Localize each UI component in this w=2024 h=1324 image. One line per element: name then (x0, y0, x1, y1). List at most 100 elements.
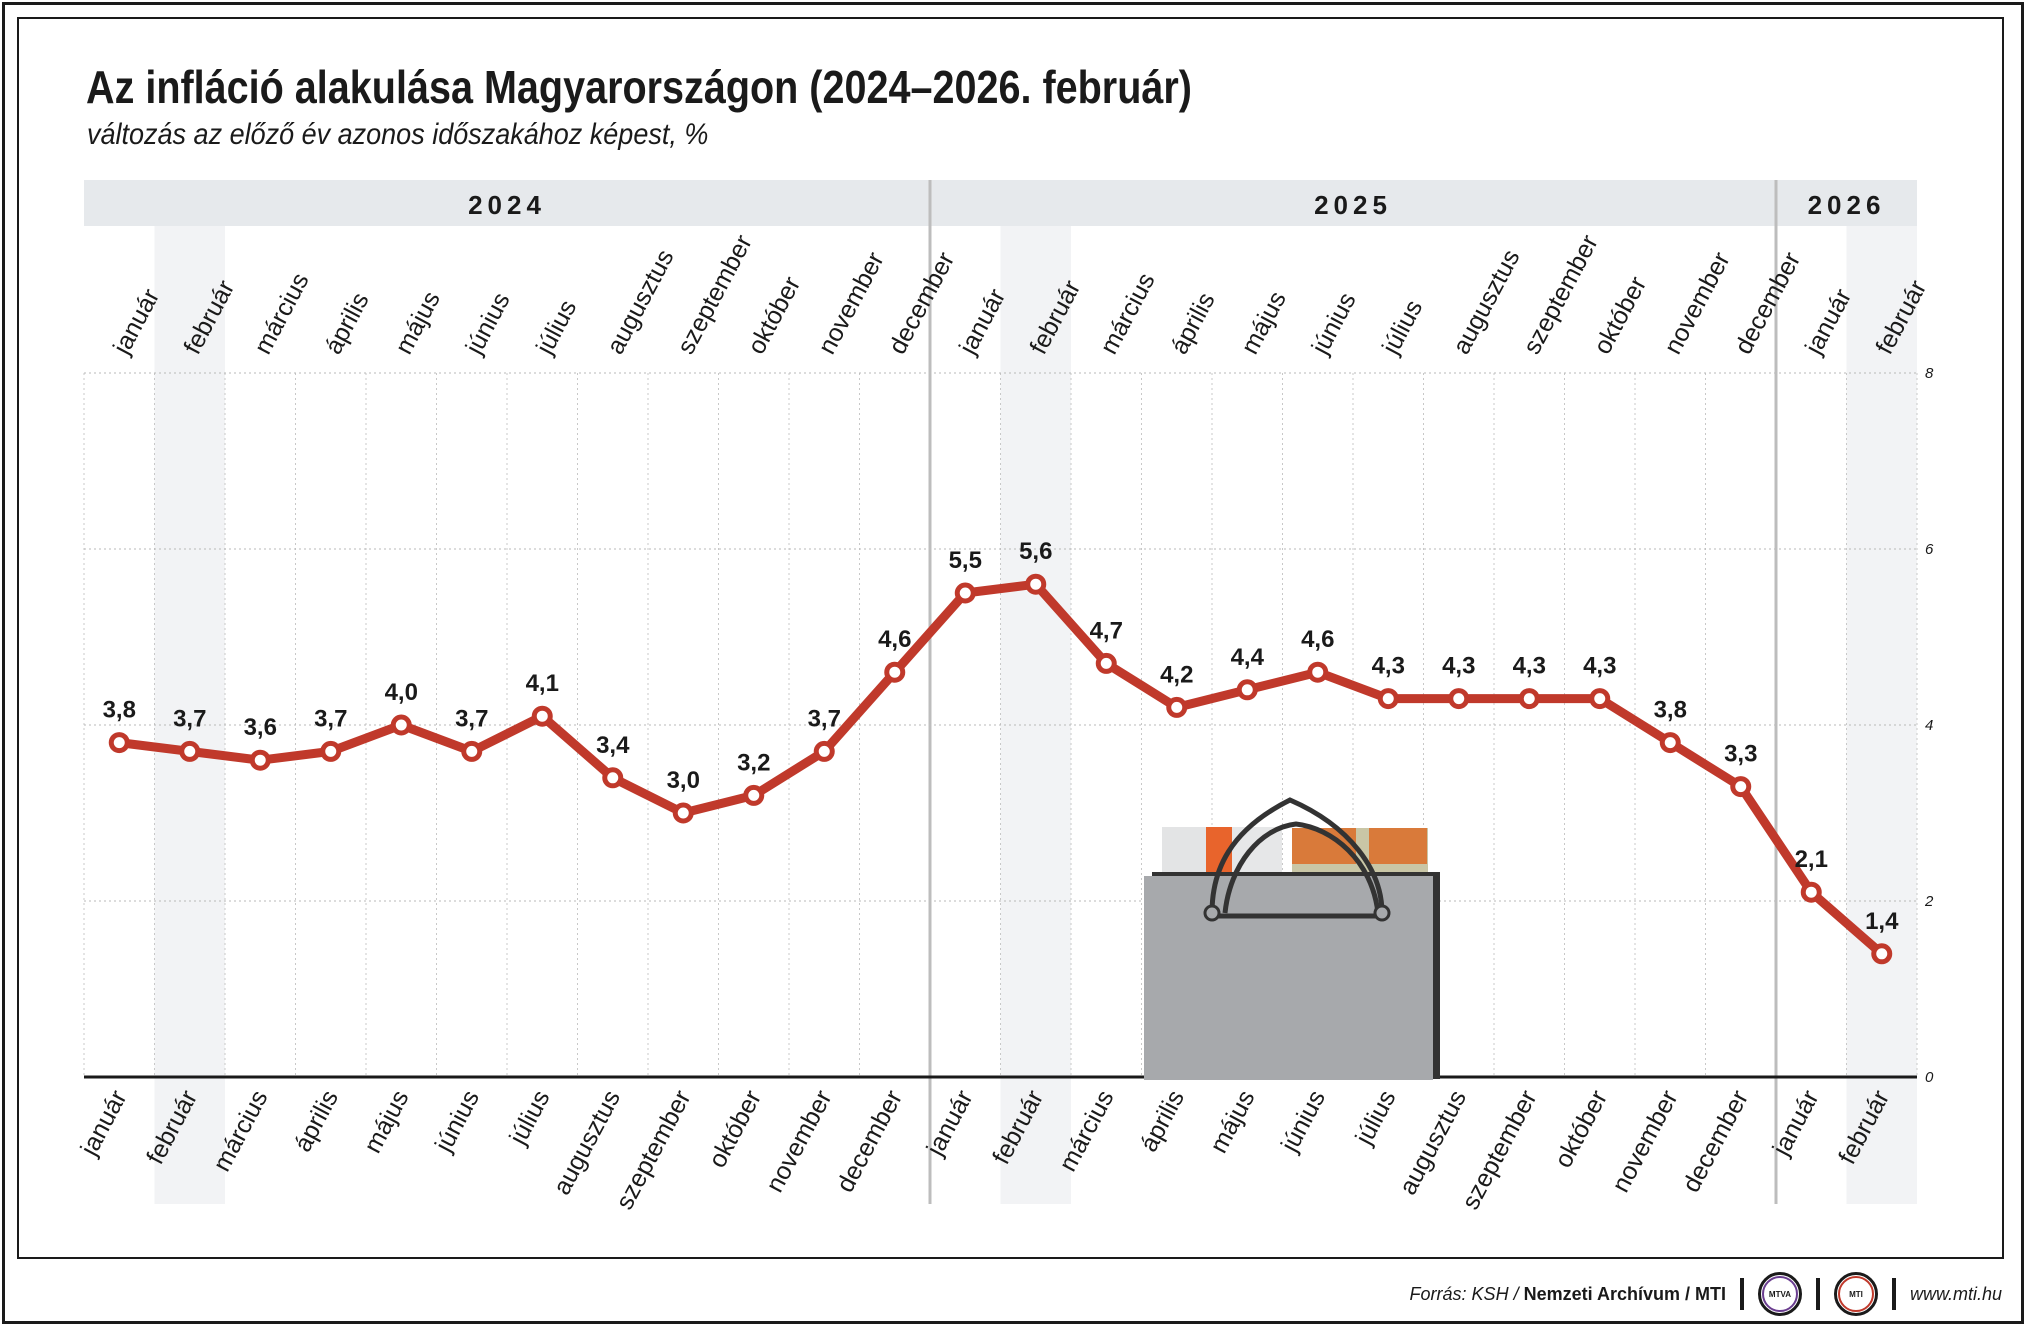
data-value-label: 3,6 (244, 714, 277, 741)
data-value-label: 4,6 (1301, 626, 1334, 653)
month-label-top: március (249, 268, 315, 358)
month-label-bottom: október (1549, 1086, 1613, 1173)
data-point-marker (249, 749, 271, 771)
month-label-top: július (530, 295, 582, 359)
month-label-top: április (319, 288, 374, 359)
chart-line-layer (108, 573, 1893, 965)
shopping-bag-illustration (1144, 797, 1440, 1080)
year-label: 2024 (468, 190, 546, 220)
month-label-bottom: április (289, 1086, 344, 1157)
data-value-label: 3,4 (596, 732, 630, 759)
data-point-marker (1589, 688, 1611, 710)
mti-logo: MTI (1833, 1272, 1878, 1316)
shopping-bag-icon (1144, 797, 1440, 1080)
data-value-label: 3,0 (667, 767, 700, 794)
data-value-label: 3,8 (1654, 697, 1687, 724)
month-label-bottom: június (429, 1086, 485, 1158)
month-label-bottom: december (1677, 1086, 1754, 1197)
month-label-top: június (1306, 288, 1362, 360)
data-point-marker (1377, 688, 1399, 710)
source-text: Forrás: KSH / Nemzeti Archívum / MTI (1410, 1284, 1726, 1305)
data-point-marker (531, 705, 553, 727)
data-value-label: 3,7 (455, 705, 488, 732)
data-point-marker (1800, 881, 1822, 903)
data-value-label: 4,4 (1231, 644, 1265, 671)
data-value-label: 3,7 (808, 705, 841, 732)
data-value-label: 4,6 (878, 626, 911, 653)
y-tick-label: 4 (1925, 717, 1933, 734)
data-value-label: 3,7 (314, 705, 347, 732)
chart-title: Az infláció alakulása Magyarországon (20… (86, 61, 1192, 113)
data-point-marker (954, 582, 976, 604)
data-point-marker (1166, 696, 1188, 718)
data-value-label: 5,6 (1019, 538, 1052, 565)
data-point-marker (390, 714, 412, 736)
footer-separator (1815, 1278, 1820, 1310)
data-point-marker (1095, 652, 1117, 674)
data-value-label: 4,7 (1090, 617, 1123, 644)
data-value-label: 4,3 (1513, 653, 1546, 680)
data-point-marker (1236, 679, 1258, 701)
website-link[interactable]: www.mti.hu (1909, 1283, 2002, 1304)
data-point-marker (884, 661, 906, 683)
month-label-top: október (742, 272, 806, 359)
data-point-marker (1518, 688, 1540, 710)
data-point-marker (108, 732, 130, 754)
month-label-bottom: április (1135, 1086, 1190, 1157)
month-label-top: július (1376, 295, 1428, 359)
footer-separator (1891, 1278, 1896, 1310)
month-label-bottom: szeptember (611, 1086, 697, 1214)
month-label-bottom: január (75, 1086, 133, 1161)
month-label-bottom: június (1275, 1086, 1331, 1158)
data-point-marker (1871, 943, 1893, 965)
month-label-bottom: szeptember (1457, 1086, 1543, 1214)
month-label-top: május (390, 287, 446, 359)
month-label-top: április (1165, 288, 1220, 359)
month-label-top: május (1236, 287, 1292, 359)
month-label-bottom: július (1350, 1086, 1402, 1150)
shaded-month-column (154, 226, 225, 1204)
year-header-band (84, 180, 1917, 226)
data-value-label: 3,7 (173, 705, 206, 732)
year-label: 2026 (1808, 190, 1886, 220)
shaded-month-column (1000, 226, 1071, 1204)
data-point-marker (1659, 732, 1681, 754)
data-point-marker (672, 802, 694, 824)
data-value-label: 4,3 (1583, 653, 1616, 680)
mtva-logo-text: MTVA (1761, 1276, 1798, 1312)
inflation-series-line (114, 579, 1887, 959)
month-label-bottom: augusztus (1394, 1086, 1472, 1200)
data-value-label: 4,3 (1372, 653, 1405, 680)
chart-background-layer (84, 180, 1917, 1204)
month-label-top: augusztus (1447, 245, 1525, 359)
data-value-label: 3,3 (1724, 741, 1757, 768)
month-label-bottom: november (761, 1086, 838, 1197)
data-point-marker (743, 784, 765, 806)
month-label-top: december (1729, 248, 1806, 359)
data-point-marker (320, 740, 342, 762)
month-label-top: december (883, 248, 960, 359)
month-label-top: november (813, 248, 890, 359)
data-point-marker (813, 740, 835, 762)
mtva-logo: MTVA (1757, 1272, 1802, 1316)
y-tick-label: 2 (1924, 893, 1934, 910)
data-point-marker (179, 740, 201, 762)
data-point-marker (1307, 661, 1329, 683)
mti-logo-text: MTI (1837, 1276, 1874, 1312)
source-bold: Nemzeti Archívum / MTI (1523, 1283, 1726, 1304)
month-label-bottom: május (1205, 1086, 1261, 1158)
shaded-month-column (1846, 226, 1917, 1204)
data-value-label: 3,2 (737, 749, 770, 776)
year-label: 2025 (1314, 190, 1392, 220)
data-point-marker (1025, 573, 1047, 595)
month-label-top: augusztus (601, 245, 679, 359)
month-label-bottom: július (504, 1086, 556, 1150)
month-label-bottom: október (703, 1086, 767, 1173)
source-prefix: Forrás: KSH / (1409, 1283, 1519, 1304)
data-point-marker (461, 740, 483, 762)
month-label-bottom: november (1607, 1086, 1684, 1197)
data-value-label: 4,0 (385, 679, 418, 706)
data-value-label: 2,1 (1795, 846, 1828, 873)
month-label-bottom: augusztus (548, 1086, 626, 1200)
